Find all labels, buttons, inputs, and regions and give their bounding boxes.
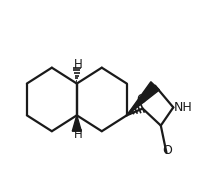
Text: O: O	[137, 93, 146, 106]
Polygon shape	[72, 115, 81, 131]
Text: H: H	[73, 128, 82, 141]
Text: O: O	[163, 144, 172, 157]
Polygon shape	[127, 82, 159, 115]
Text: H: H	[73, 58, 82, 71]
Text: NH: NH	[173, 101, 192, 114]
